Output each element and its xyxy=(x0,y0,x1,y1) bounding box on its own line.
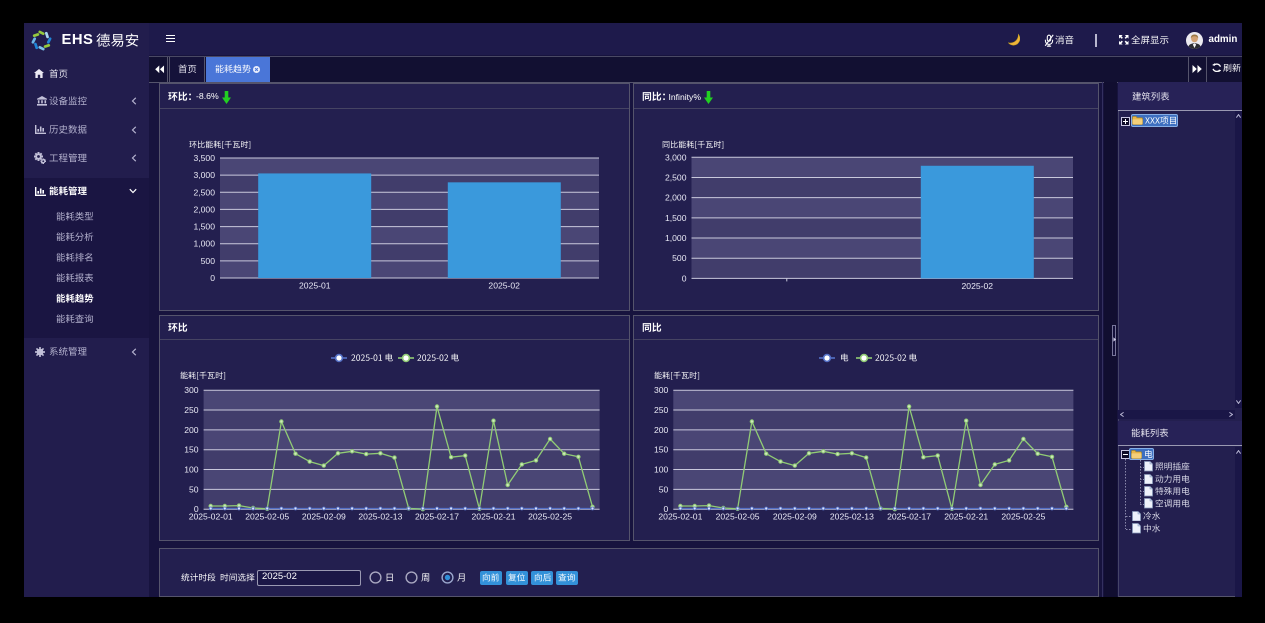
svg-text:2025-02-21: 2025-02-21 xyxy=(944,512,988,522)
svg-text:2025-02-09: 2025-02-09 xyxy=(773,512,817,522)
svg-text:2025-02-21: 2025-02-21 xyxy=(472,512,516,522)
svg-text:50: 50 xyxy=(659,484,669,494)
svg-text:1,000: 1,000 xyxy=(665,233,687,243)
svg-text:2025-02-09: 2025-02-09 xyxy=(302,512,346,522)
svg-text:2025-01: 2025-01 xyxy=(299,281,331,291)
svg-text:200: 200 xyxy=(654,425,669,435)
svg-text:2025-02-25: 2025-02-25 xyxy=(528,512,572,522)
svg-text:2025-02-13: 2025-02-13 xyxy=(830,512,874,522)
svg-text:250: 250 xyxy=(654,405,669,415)
svg-text:2025-02-17: 2025-02-17 xyxy=(415,512,459,522)
svg-text:2025-02-01: 2025-02-01 xyxy=(189,512,233,522)
svg-text:2,500: 2,500 xyxy=(665,172,687,182)
svg-text:1,500: 1,500 xyxy=(193,222,215,232)
svg-text:150: 150 xyxy=(654,445,669,455)
svg-text:2025-02: 2025-02 xyxy=(962,281,994,291)
svg-text:200: 200 xyxy=(184,425,199,435)
svg-text:2025-02-25: 2025-02-25 xyxy=(1001,512,1045,522)
svg-text:300: 300 xyxy=(654,385,669,395)
svg-text:0: 0 xyxy=(194,504,199,514)
svg-text:500: 500 xyxy=(672,253,687,263)
svg-text:3,000: 3,000 xyxy=(665,152,687,162)
svg-text:0: 0 xyxy=(682,273,687,283)
svg-text:2025-02-01: 2025-02-01 xyxy=(658,512,702,522)
svg-text:50: 50 xyxy=(189,484,199,494)
svg-text:2,000: 2,000 xyxy=(665,193,687,203)
svg-text:3,500: 3,500 xyxy=(193,153,215,163)
svg-text:2025-02-05: 2025-02-05 xyxy=(245,512,289,522)
svg-text:2025-02-13: 2025-02-13 xyxy=(358,512,402,522)
svg-text:2025-02-05: 2025-02-05 xyxy=(716,512,760,522)
svg-text:2025-02: 2025-02 xyxy=(488,281,520,291)
svg-text:0: 0 xyxy=(664,504,669,514)
svg-text:150: 150 xyxy=(184,445,199,455)
svg-text:250: 250 xyxy=(184,405,199,415)
svg-text:100: 100 xyxy=(184,465,199,475)
svg-text:2025-02-17: 2025-02-17 xyxy=(887,512,931,522)
svg-text:2,500: 2,500 xyxy=(193,187,215,197)
svg-text:100: 100 xyxy=(654,465,669,475)
svg-text:300: 300 xyxy=(184,385,199,395)
svg-text:2,000: 2,000 xyxy=(193,204,215,214)
svg-text:500: 500 xyxy=(201,256,216,266)
svg-text:0: 0 xyxy=(210,273,215,283)
svg-text:3,000: 3,000 xyxy=(193,170,215,180)
svg-text:1,500: 1,500 xyxy=(665,213,687,223)
svg-text:1,000: 1,000 xyxy=(193,239,215,249)
